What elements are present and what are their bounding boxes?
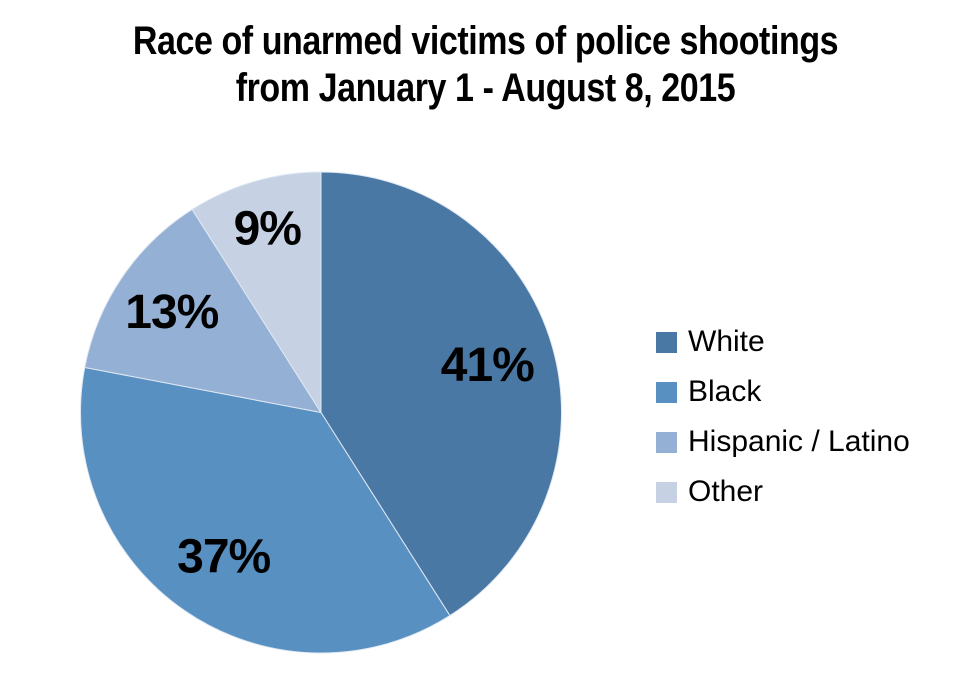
legend-swatch-white	[656, 331, 677, 353]
legend-item-black: Black	[656, 367, 910, 417]
pie-slice-other	[191, 171, 322, 415]
legend-label-hispanic-latino: Hispanic / Latino	[688, 425, 910, 458]
slice-label-white: 41%	[441, 339, 534, 392]
pie-slice-hispanic-latino	[84, 208, 323, 414]
chart-title-line-1: Race of unarmed victims of police shooti…	[132, 19, 839, 63]
legend-swatch-hispanic-latino	[656, 431, 677, 453]
pie-slice-black	[80, 366, 451, 654]
pie-slice-white	[320, 171, 562, 617]
slice-label-hispanic-latino: 13%	[125, 286, 218, 339]
legend-swatch-other	[656, 481, 677, 503]
legend-item-hispanic-latino: Hispanic / Latino	[656, 417, 910, 467]
legend-swatch-black	[656, 381, 677, 403]
legend-label-other: Other	[688, 475, 764, 508]
chart-title: Race of unarmed victims of police shooti…	[73, 18, 898, 112]
legend-label-white: White	[688, 325, 765, 358]
legend-label-black: Black	[688, 375, 762, 408]
slice-label-black: 37%	[177, 531, 270, 584]
legend: White Black Hispanic / Latino Other	[656, 317, 910, 517]
chart-title-line-2: from January 1 - August 8, 2015	[235, 66, 736, 110]
legend-item-white: White	[656, 317, 910, 367]
legend-item-other: Other	[656, 467, 910, 517]
slice-label-other: 9%	[234, 203, 302, 256]
